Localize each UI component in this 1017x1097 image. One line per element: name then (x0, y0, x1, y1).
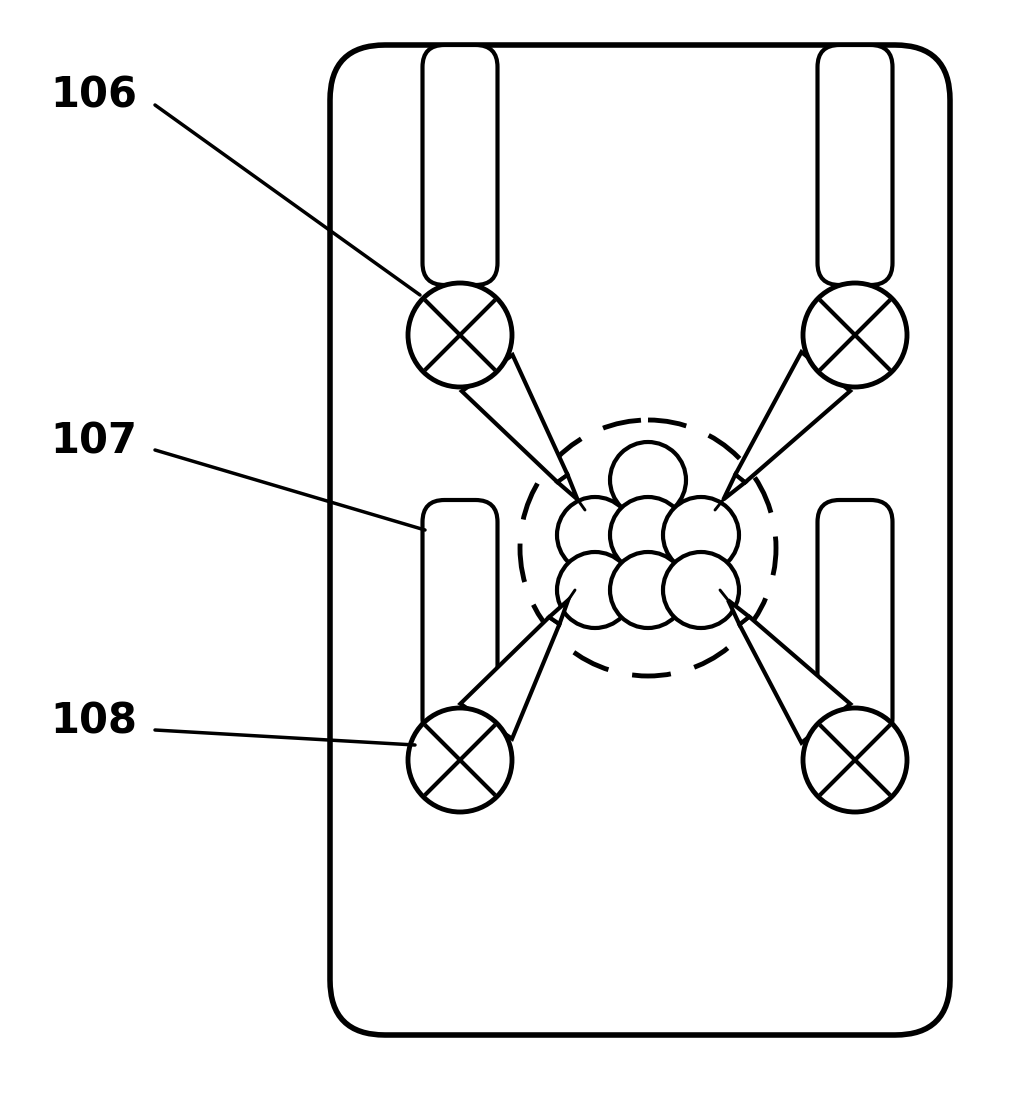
Circle shape (610, 552, 686, 627)
FancyBboxPatch shape (422, 45, 497, 285)
FancyBboxPatch shape (422, 500, 497, 740)
Polygon shape (723, 475, 745, 499)
Circle shape (520, 420, 776, 676)
Text: 106: 106 (50, 75, 137, 117)
Circle shape (803, 283, 907, 387)
Polygon shape (549, 600, 569, 624)
FancyBboxPatch shape (330, 45, 950, 1034)
FancyBboxPatch shape (818, 500, 893, 740)
Circle shape (557, 552, 633, 627)
Circle shape (557, 497, 633, 573)
Polygon shape (739, 617, 850, 743)
Circle shape (408, 708, 512, 812)
Circle shape (803, 708, 907, 812)
Text: 107: 107 (50, 420, 137, 462)
Polygon shape (735, 352, 850, 483)
Polygon shape (461, 618, 559, 738)
Polygon shape (557, 475, 578, 499)
Polygon shape (728, 600, 750, 624)
Text: 108: 108 (50, 700, 137, 742)
Circle shape (610, 442, 686, 518)
Circle shape (408, 283, 512, 387)
Circle shape (663, 552, 739, 627)
Polygon shape (462, 355, 567, 482)
FancyBboxPatch shape (818, 45, 893, 285)
Circle shape (663, 497, 739, 573)
Circle shape (610, 497, 686, 573)
